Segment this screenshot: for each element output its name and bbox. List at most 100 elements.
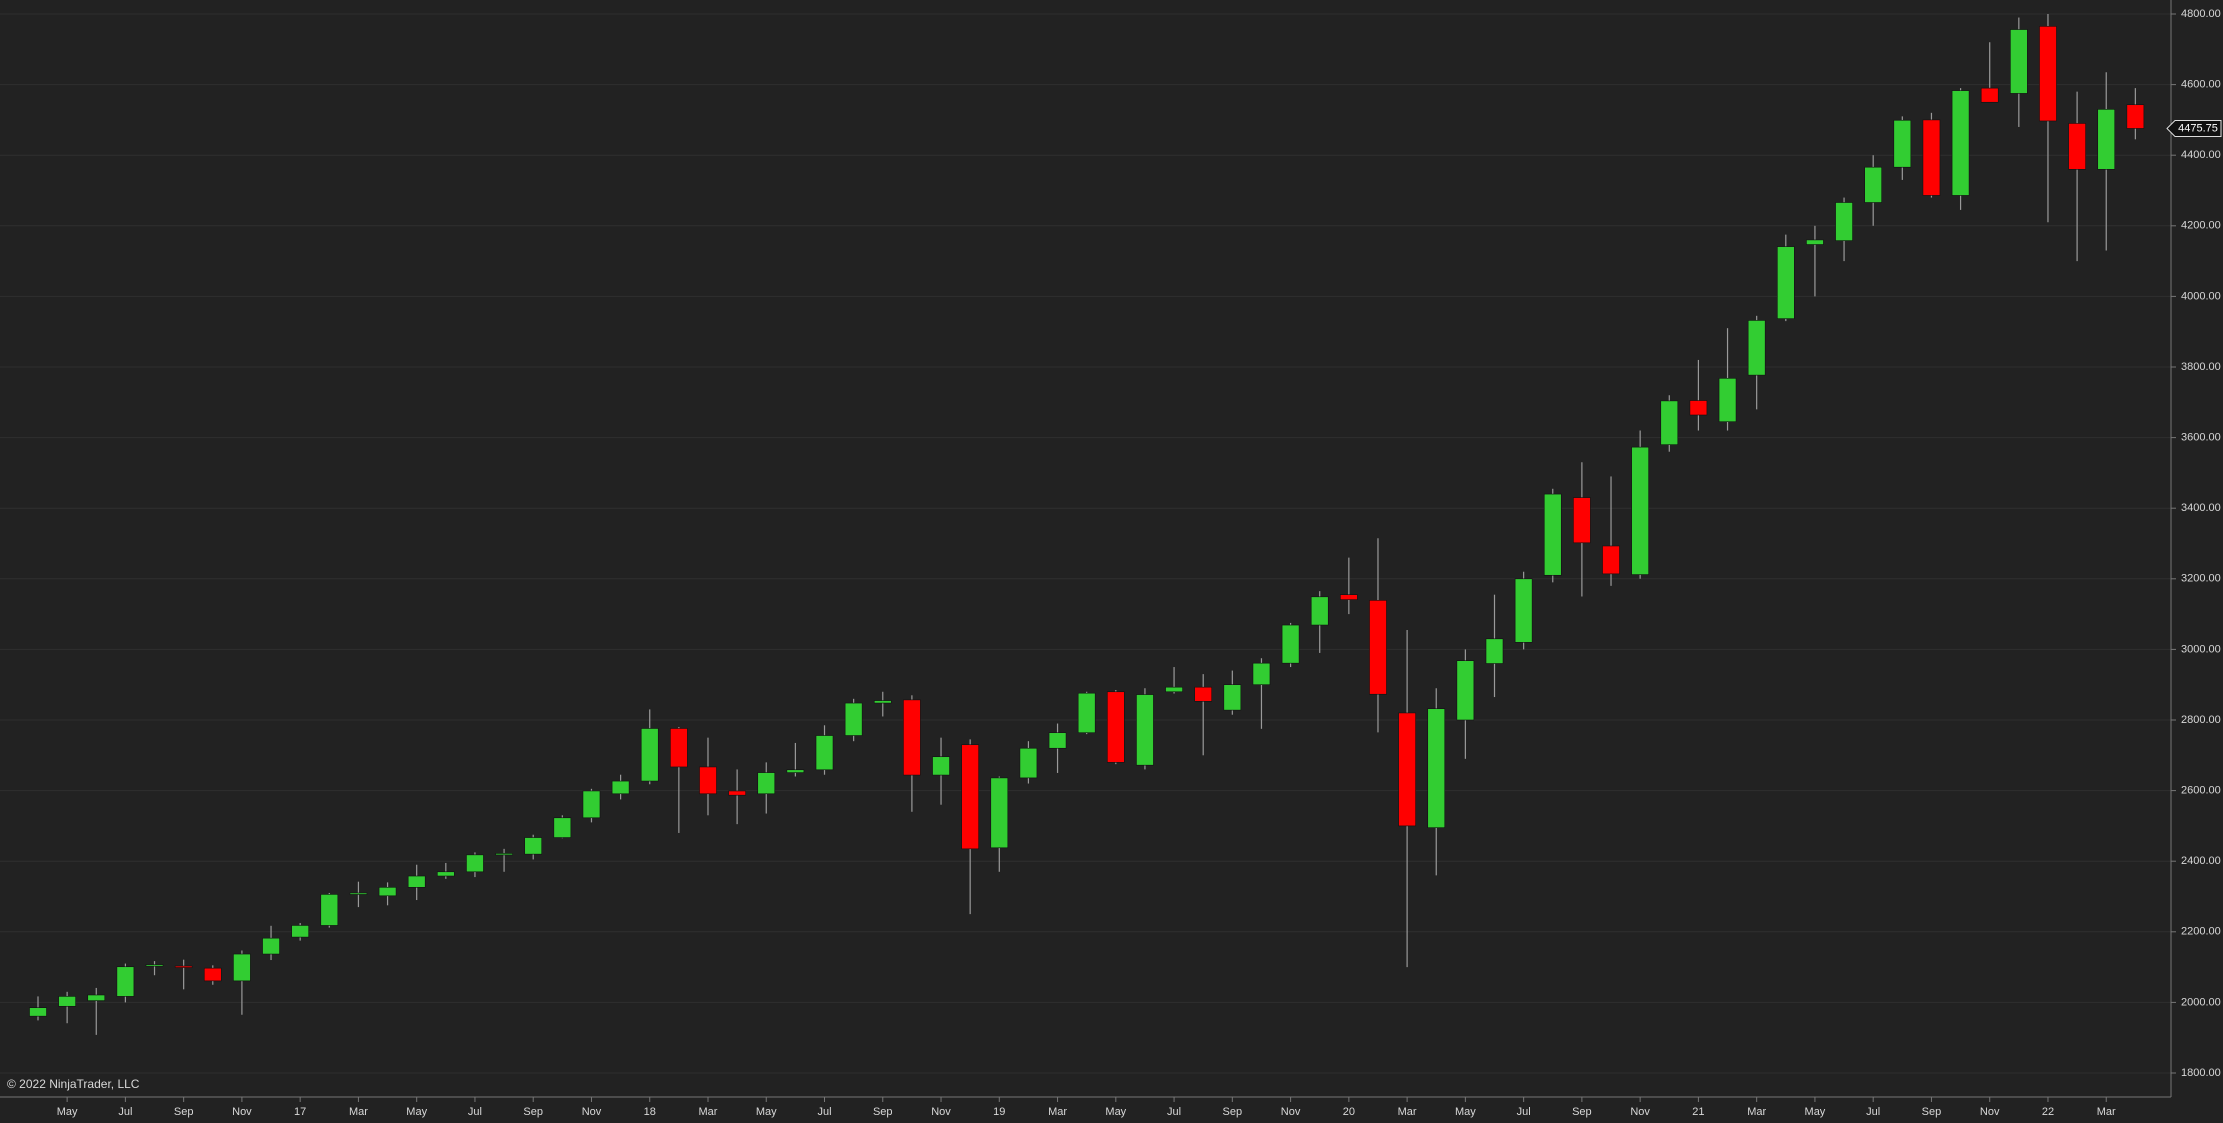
- x-tick-label: Sep: [1572, 1106, 1592, 1118]
- x-tick-label: Sep: [873, 1106, 893, 1118]
- x-tick-label: May: [756, 1106, 777, 1118]
- x-tick-label: Mar: [1398, 1106, 1417, 1118]
- candles: [29, 14, 2145, 1035]
- x-tick-label: May: [1105, 1106, 1126, 1118]
- candle-body: [786, 769, 805, 773]
- candle-body: [1340, 594, 1358, 600]
- candle-body: [1019, 747, 1038, 779]
- x-tick-label: Jul: [1517, 1106, 1531, 1118]
- candle-body: [1689, 400, 1708, 416]
- candle-body: [1223, 684, 1242, 711]
- candle-body: [1456, 660, 1475, 721]
- x-tick-label: Mar: [1048, 1106, 1067, 1118]
- candle-body: [145, 964, 164, 967]
- copyright: © 2022 NinjaTrader, LLC: [7, 1077, 140, 1091]
- candle-body: [87, 994, 106, 1001]
- candle-body: [757, 772, 776, 795]
- candle-body: [1048, 732, 1067, 749]
- candle-body: [1631, 446, 1649, 575]
- x-tick-label: Jul: [1866, 1106, 1880, 1118]
- candle-body: [407, 875, 426, 888]
- candle-body: [873, 700, 892, 704]
- x-tick-label: Mar: [699, 1106, 718, 1118]
- candle-body: [1864, 166, 1882, 203]
- candle-body: [1427, 708, 1446, 828]
- x-tick-label: Nov: [1281, 1106, 1301, 1118]
- y-tick-label: 4600.00: [2181, 79, 2221, 91]
- candle-body: [203, 967, 222, 982]
- candle-body: [1951, 90, 1970, 196]
- x-tick-label: Mar: [349, 1106, 368, 1118]
- x-tick-label: 19: [993, 1106, 1005, 1118]
- candle-body: [1573, 497, 1591, 544]
- candle-body: [1835, 202, 1853, 241]
- x-tick-label: Sep: [174, 1106, 194, 1118]
- candle-body: [378, 887, 397, 897]
- y-tick-label: 3000.00: [2181, 643, 2221, 655]
- y-tick-label: 4200.00: [2181, 220, 2221, 232]
- y-tick-label: 2800.00: [2181, 714, 2221, 726]
- candle-body: [1165, 686, 1183, 693]
- candle-body: [1806, 239, 1824, 245]
- y-tick-label: 3200.00: [2181, 573, 2221, 585]
- x-tick-label: Jul: [817, 1106, 831, 1118]
- x-tick-label: May: [1455, 1106, 1476, 1118]
- candle-body: [670, 728, 688, 768]
- x-tick-label: May: [406, 1106, 427, 1118]
- candle-body: [1485, 638, 1504, 664]
- candle-body: [1893, 119, 1912, 168]
- candle-body: [1194, 686, 1212, 702]
- last-price-label: 4475.75: [2178, 122, 2218, 134]
- y-tick-label: 1800.00: [2181, 1067, 2221, 1079]
- candle-body: [611, 780, 630, 795]
- candle-body: [903, 699, 921, 776]
- candle-body: [1398, 712, 1416, 827]
- y-tick-label: 3600.00: [2181, 432, 2221, 444]
- y-tick-label: 2400.00: [2181, 855, 2221, 867]
- candle-body: [1310, 596, 1329, 626]
- y-tick-label: 4800.00: [2181, 8, 2221, 20]
- candle-body: [1660, 400, 1679, 445]
- x-tick-label: Nov: [931, 1106, 951, 1118]
- candle-body: [1543, 493, 1562, 576]
- candle-body: [1136, 694, 1154, 766]
- candle-body: [2010, 29, 2028, 94]
- candle-body: [58, 996, 76, 1007]
- candle-body: [728, 790, 746, 796]
- candle-body: [1777, 246, 1795, 319]
- x-tick-label: Jul: [468, 1106, 482, 1118]
- candle-body: [1077, 692, 1096, 734]
- x-tick-label: Sep: [1223, 1106, 1243, 1118]
- x-tick-label: Nov: [232, 1106, 252, 1118]
- y-tick-label: 4400.00: [2181, 149, 2221, 161]
- y-tick-label: 2600.00: [2181, 785, 2221, 797]
- x-tick-label: Nov: [1980, 1106, 2000, 1118]
- candle-body: [2126, 104, 2145, 129]
- candle-body: [932, 756, 950, 776]
- x-tick-label: 21: [1692, 1106, 1704, 1118]
- candle-body: [1718, 377, 1737, 423]
- candle-body: [1980, 87, 1999, 103]
- x-tick-label: Mar: [2097, 1106, 2116, 1118]
- y-tick-label: 4000.00: [2181, 290, 2221, 302]
- candle-body: [640, 728, 659, 782]
- y-tick-label: 2000.00: [2181, 996, 2221, 1008]
- x-tick-label: 17: [294, 1106, 306, 1118]
- candle-body: [699, 766, 717, 795]
- candle-body: [844, 702, 863, 736]
- candle-body: [1252, 662, 1271, 685]
- candle-body: [1602, 545, 1620, 575]
- y-tick-label: 3800.00: [2181, 361, 2221, 373]
- x-tick-label: Sep: [1922, 1106, 1942, 1118]
- x-tick-label: 20: [1343, 1106, 1355, 1118]
- candle-body: [815, 735, 834, 771]
- x-tick-label: Nov: [1630, 1106, 1650, 1118]
- candle-body: [1922, 119, 1941, 196]
- x-tick-label: Jul: [118, 1106, 132, 1118]
- candle-body: [524, 837, 543, 855]
- candle-body: [1514, 578, 1533, 643]
- x-tick-label: Jul: [1167, 1106, 1181, 1118]
- candle-body: [349, 892, 368, 895]
